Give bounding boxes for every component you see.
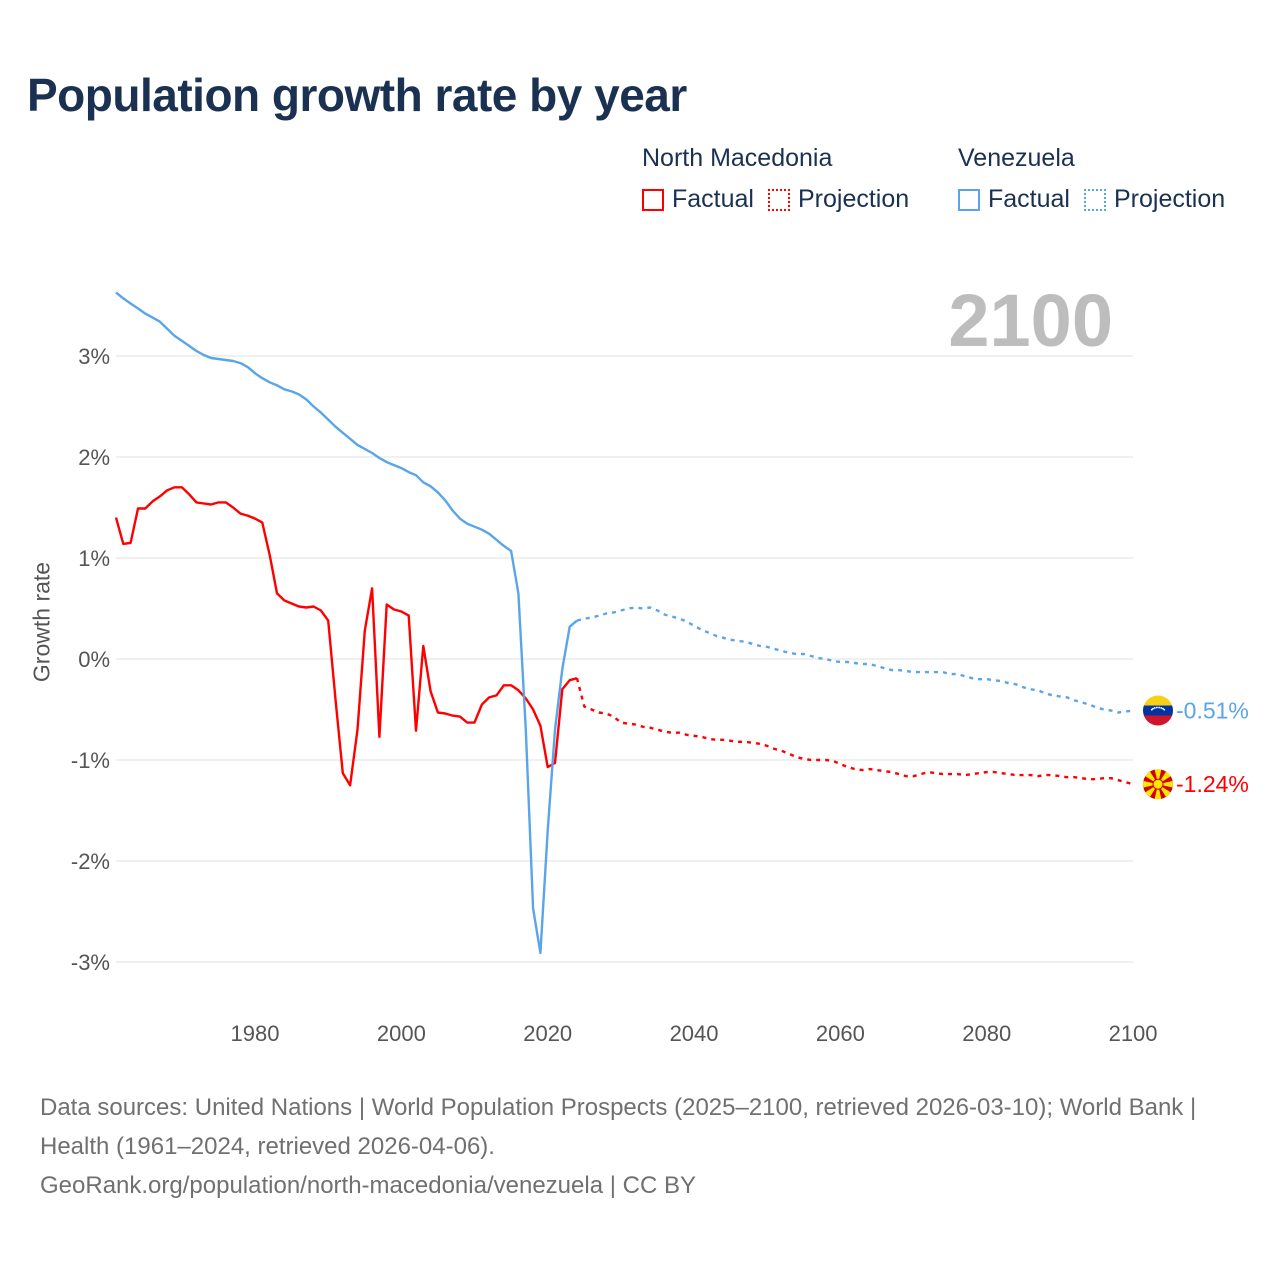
x-tick-label: 2100 bbox=[1109, 1021, 1158, 1046]
north-macedonia-factual-line bbox=[114, 486, 578, 787]
legend-label: Factual bbox=[988, 185, 1070, 213]
y-tick-label: -2% bbox=[71, 849, 110, 874]
x-tick-label: 2020 bbox=[523, 1021, 572, 1046]
north-macedonia-flag-icon bbox=[1143, 769, 1173, 800]
swatch-solid-red bbox=[642, 188, 664, 211]
swatch-dotted-red bbox=[767, 188, 790, 211]
legend-group-name: North Macedonia bbox=[642, 144, 833, 172]
y-tick-label: -3% bbox=[71, 950, 110, 975]
venezuela-flag-icon bbox=[1143, 695, 1173, 726]
x-tick-label: 2040 bbox=[670, 1021, 719, 1046]
footer: Data sources: United Nations | World Pop… bbox=[40, 1088, 1240, 1205]
legend-venezuela: Venezuela Factual Projection bbox=[958, 144, 1225, 214]
legend-item-nm-projection[interactable]: Projection bbox=[767, 185, 910, 214]
y-tick-label: 1% bbox=[78, 546, 110, 571]
legend-item-ve-projection[interactable]: Projection bbox=[1083, 185, 1226, 214]
swatch-dotted-blue bbox=[1083, 188, 1106, 211]
y-tick-label: 2% bbox=[78, 445, 110, 470]
current-year-label: 2100 bbox=[948, 279, 1113, 362]
y-tick-label: 3% bbox=[78, 344, 110, 369]
swatch-solid-blue bbox=[958, 188, 980, 211]
chart-title: Population growth rate by year bbox=[27, 69, 687, 121]
venezuela-factual-line bbox=[115, 291, 578, 955]
legend-label: Projection bbox=[1113, 185, 1226, 213]
y-tick-label: 0% bbox=[78, 647, 110, 672]
x-tick-label: 2000 bbox=[377, 1021, 426, 1046]
x-tick-label: 2060 bbox=[816, 1021, 865, 1046]
legend-group-name: Venezuela bbox=[958, 144, 1075, 172]
venezuela-projection-line bbox=[576, 606, 1134, 714]
end-value-label: -1.24% bbox=[1176, 771, 1249, 797]
legend-item-nm-factual[interactable]: Factual bbox=[642, 185, 754, 214]
x-tick-label: 2080 bbox=[962, 1021, 1011, 1046]
legend-item-ve-factual[interactable]: Factual bbox=[958, 185, 1070, 214]
y-tick-label: -1% bbox=[71, 748, 110, 773]
legend-north-macedonia: North Macedonia Factual Projection bbox=[642, 144, 923, 214]
north-macedonia-projection-line bbox=[575, 677, 1134, 786]
end-value-label: -0.51% bbox=[1176, 698, 1249, 724]
legend-label: Projection bbox=[797, 185, 910, 213]
legend-label: Factual bbox=[672, 185, 754, 213]
data-sources: Data sources: United Nations | World Pop… bbox=[40, 1094, 1197, 1160]
x-tick-label: 1980 bbox=[231, 1021, 280, 1046]
credit-link[interactable]: GeoRank.org/population/north-macedonia/v… bbox=[40, 1172, 696, 1199]
